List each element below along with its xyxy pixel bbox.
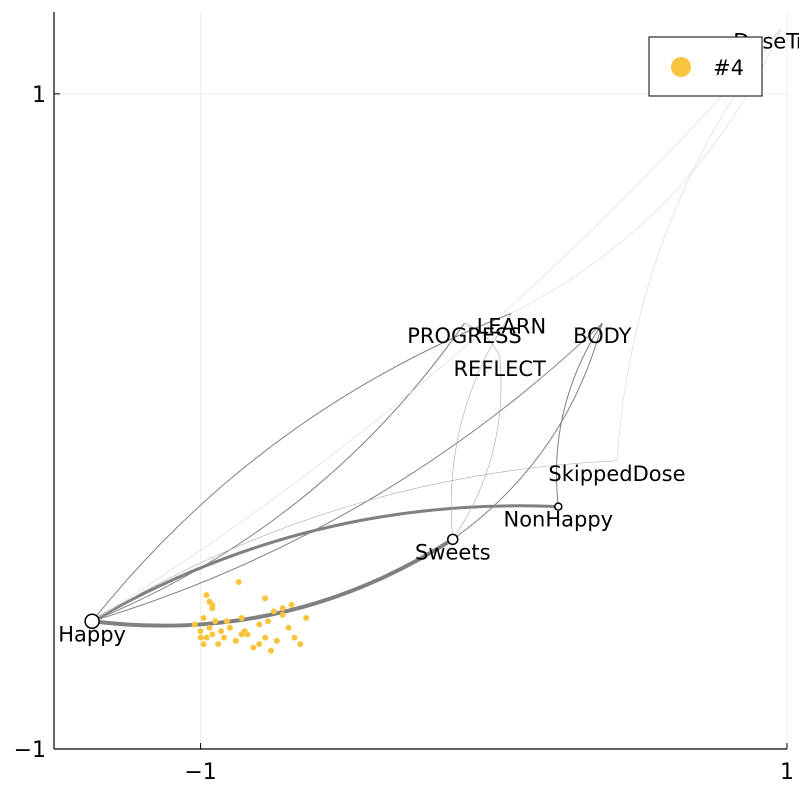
- scatter-point-37: [265, 618, 272, 625]
- scatter-point-31: [288, 601, 295, 608]
- node-body-label: BODY: [573, 324, 632, 348]
- scatter-point-24: [303, 614, 310, 621]
- scatter-point-1: [197, 628, 204, 635]
- y-tick-label-pos1: 1: [32, 83, 46, 108]
- edge-body-nonhappy: [556, 322, 603, 507]
- scatter-point-9: [221, 634, 228, 641]
- node-sweets-marker: [447, 533, 459, 546]
- axes: −1 1 −1 1: [14, 12, 794, 785]
- node-skippeddose-label: SkippedDose: [548, 462, 685, 486]
- edge-sweets-reflect: [452, 355, 502, 540]
- edge-body-sweets: [452, 323, 603, 540]
- legend-box: [648, 36, 763, 97]
- scatter-point-27: [235, 578, 242, 585]
- scatter-point-12: [232, 637, 239, 644]
- scatter-point-16: [256, 621, 263, 628]
- scatter-point-22: [291, 634, 298, 641]
- edge-progress-reflect: [464, 322, 500, 357]
- scatter-point-10: [215, 641, 222, 648]
- edge-happy-sweets: [91, 537, 454, 628]
- node-progress-label: PROGRESS: [407, 324, 522, 348]
- scatter-point-17: [262, 634, 269, 641]
- scatter-point-15: [250, 644, 257, 651]
- edge-happy-skippeddose: [91, 460, 617, 622]
- legend-label: #4: [713, 56, 744, 80]
- scatter-point-5: [209, 631, 216, 638]
- node-nonhappy-label: NonHappy: [503, 508, 613, 532]
- scatter-point-11: [226, 624, 233, 631]
- scatter-point-13: [238, 614, 245, 621]
- node-learn-label: LEARN: [477, 314, 547, 338]
- edge-happy-progress: [91, 322, 465, 622]
- node-sweets-label: Sweets: [415, 540, 491, 564]
- node-reflect-label: REFLECT: [453, 357, 546, 381]
- scatter-point-2: [200, 614, 207, 621]
- scatter-point-0: [191, 621, 198, 628]
- edge-happy-dosetrac: [91, 28, 782, 622]
- scatter-point-33: [200, 641, 207, 648]
- x-tick-label-neg1: −1: [184, 760, 216, 785]
- scatter-point-36: [256, 641, 263, 648]
- scatter-point-4: [206, 624, 213, 631]
- node-nonhappy-marker: [554, 502, 563, 511]
- scatter-point-38: [206, 598, 213, 605]
- scatter-point-18: [267, 647, 274, 654]
- scatter-point-30: [279, 605, 286, 612]
- scatter-point-34: [223, 618, 230, 625]
- edge-sweets-learn: [450, 313, 512, 540]
- scatter-series-4: [191, 578, 310, 654]
- scatter-point-21: [285, 624, 292, 631]
- scatter-point-6: [212, 618, 219, 625]
- legend-marker: [671, 57, 691, 77]
- edges-layer: [91, 28, 782, 628]
- scatter-point-39: [238, 631, 245, 638]
- scatter-point-29: [270, 608, 277, 615]
- node-happy-marker: [84, 613, 100, 630]
- scatter-point-28: [262, 595, 269, 602]
- scatter-point-32: [197, 634, 204, 641]
- edge-happy-learn: [91, 312, 512, 622]
- node-happy-label: Happy: [58, 622, 126, 646]
- edge-happy-body: [91, 322, 603, 622]
- legend: #4: [648, 36, 763, 97]
- scatter-point-8: [218, 628, 225, 635]
- scatter-point-19: [273, 637, 280, 644]
- edge-happy-nonhappy: [91, 504, 559, 623]
- x-tick-label-pos1: 1: [780, 760, 794, 785]
- scatter-point-25: [203, 592, 210, 599]
- nodes-layer: [84, 502, 563, 630]
- y-tick-label-neg1: −1: [14, 738, 46, 763]
- scatter-point-23: [297, 641, 304, 648]
- scatter-point-3: [203, 634, 210, 641]
- node-labels-layer: Happy Sweets NonHappy SkippedDose PROGRESSLE…: [58, 29, 799, 646]
- scatter-point-20: [279, 611, 286, 618]
